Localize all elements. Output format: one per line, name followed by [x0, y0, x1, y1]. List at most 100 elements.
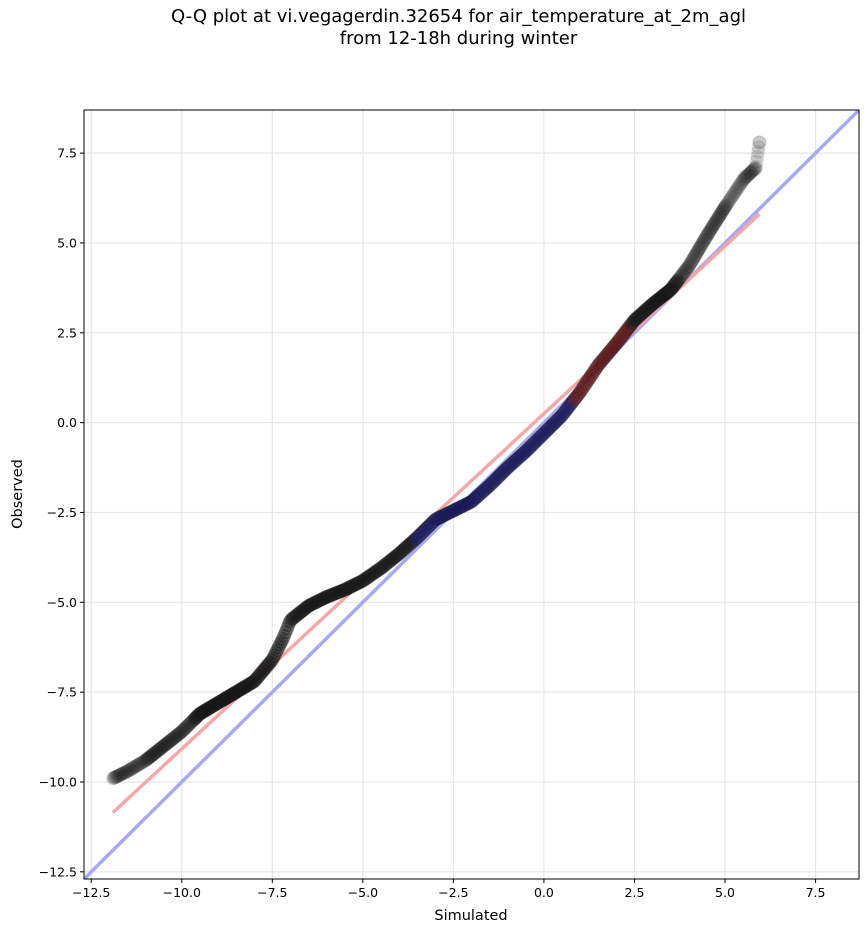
quantile-point	[467, 492, 482, 507]
quantile-point	[314, 592, 329, 607]
quantile-point	[188, 710, 203, 725]
quantile-point	[346, 578, 361, 593]
quantile-point	[558, 404, 573, 419]
quantile-point	[592, 356, 607, 371]
quantile-point	[199, 702, 214, 717]
quantile-point	[252, 668, 267, 683]
quantile-point	[743, 165, 758, 180]
quantile-point	[731, 179, 746, 194]
quantile-point	[569, 389, 584, 404]
quantile-point	[750, 149, 765, 164]
quantile-point	[219, 690, 234, 705]
quantile-point	[582, 371, 597, 386]
quantile-point	[113, 767, 128, 782]
quantile-point	[366, 566, 381, 581]
quantile-point	[239, 679, 254, 694]
quantile-point	[118, 765, 133, 780]
quantile-point	[736, 173, 751, 188]
quantile-point	[201, 701, 216, 716]
quantile-point	[543, 419, 558, 434]
quantile-point	[163, 733, 178, 748]
quantile-point	[603, 343, 618, 358]
quantile-point	[655, 289, 670, 304]
quantile-point	[699, 228, 714, 243]
quantile-point	[490, 470, 505, 485]
quantile-point	[498, 462, 513, 477]
quantile-point	[723, 191, 738, 206]
quantile-point	[496, 464, 511, 479]
quantile-point	[209, 696, 224, 711]
quantile-point	[545, 418, 560, 433]
quantile-point	[164, 732, 179, 747]
quantile-point	[638, 303, 653, 318]
quantile-point	[556, 406, 571, 421]
quantile-point	[108, 770, 123, 785]
quantile-point	[461, 496, 476, 511]
quantile-point	[667, 277, 682, 292]
quantile-point	[711, 210, 726, 225]
quantile-point	[605, 340, 620, 355]
quantile-point	[725, 189, 740, 204]
quantile-point	[341, 580, 356, 595]
quantile-point	[189, 709, 204, 724]
quantile-point	[678, 263, 693, 278]
quantile-point	[571, 387, 586, 402]
quantile-point	[601, 345, 616, 360]
quantile-point	[119, 764, 134, 779]
quantile-point	[668, 276, 683, 291]
quantile-point	[127, 760, 142, 775]
quantile-point	[169, 728, 184, 743]
quantile-point	[139, 752, 154, 767]
quantile-point	[437, 507, 452, 522]
quantile-point	[260, 658, 275, 673]
quantile-point	[175, 724, 190, 739]
quantile-point	[454, 499, 469, 514]
quantile-point	[123, 762, 138, 777]
quantile-point	[593, 355, 608, 370]
quantile-point	[236, 680, 251, 695]
quantile-point	[539, 424, 554, 439]
quantile-point	[120, 764, 135, 779]
quantile-point	[128, 759, 143, 774]
quantile-point	[185, 714, 200, 729]
quantile-point	[109, 769, 124, 784]
quantile-point	[495, 465, 510, 480]
quantile-point	[736, 172, 751, 187]
quantile-point	[155, 739, 170, 754]
quantile-point	[717, 201, 732, 216]
quantile-point	[257, 661, 272, 676]
quantile-point	[213, 694, 228, 709]
quantile-point	[566, 393, 581, 408]
quantile-point	[562, 398, 577, 413]
quantile-point	[355, 573, 370, 588]
quantile-point	[328, 586, 343, 601]
x-tick-label: −10.0	[163, 885, 201, 900]
quantile-point	[694, 237, 709, 252]
quantile-point	[144, 749, 159, 764]
quantile-point	[751, 144, 766, 159]
quantile-point	[689, 246, 704, 261]
quantile-point	[415, 524, 430, 539]
quantile-point	[331, 585, 346, 600]
quantile-point	[729, 182, 744, 197]
quantile-point	[637, 304, 652, 319]
quantile-point	[737, 169, 752, 184]
quantile-point	[280, 621, 295, 636]
quantile-point	[124, 761, 139, 776]
quantile-point	[748, 162, 763, 177]
x-tick-label: 7.5	[806, 885, 826, 900]
quantile-point	[597, 350, 612, 365]
quantile-point	[285, 611, 300, 626]
quantile-point	[445, 504, 460, 519]
quantile-point	[513, 449, 528, 464]
quantile-point	[138, 753, 153, 768]
quantile-point	[166, 731, 181, 746]
x-tick-label: −5.0	[348, 885, 378, 900]
quantile-point	[751, 140, 766, 155]
quantile-point	[251, 669, 266, 684]
quantile-point	[627, 313, 642, 328]
quantile-point	[136, 754, 151, 769]
quantile-point	[161, 735, 176, 750]
quantile-point	[177, 721, 192, 736]
quantile-point	[621, 320, 636, 335]
